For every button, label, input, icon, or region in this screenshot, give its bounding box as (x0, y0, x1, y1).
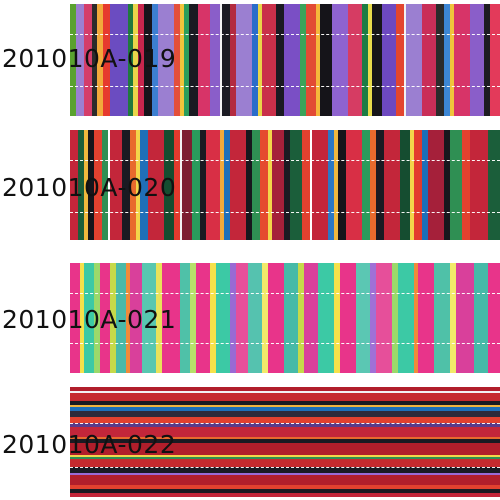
ribbon-image-serape-022 (70, 387, 500, 497)
stitch-line (70, 160, 500, 161)
stitch-line (70, 34, 500, 35)
product-code-label: 201010A-020 (2, 173, 177, 202)
stitch-line (70, 86, 500, 87)
ribbon-image-serape-021 (70, 263, 500, 373)
stitch-line (70, 212, 500, 213)
product-code-label: 201010A-022 (2, 430, 177, 459)
stitch-line (70, 423, 500, 424)
stitch-line (70, 343, 500, 344)
stitch-line (70, 467, 500, 468)
ribbon-image-serape-019 (70, 4, 500, 116)
stitch-line (70, 293, 500, 294)
product-code-label: 201010A-021 (2, 305, 177, 334)
product-code-label: 201010A-019 (2, 44, 177, 73)
ribbon-image-serape-020 (70, 130, 500, 240)
